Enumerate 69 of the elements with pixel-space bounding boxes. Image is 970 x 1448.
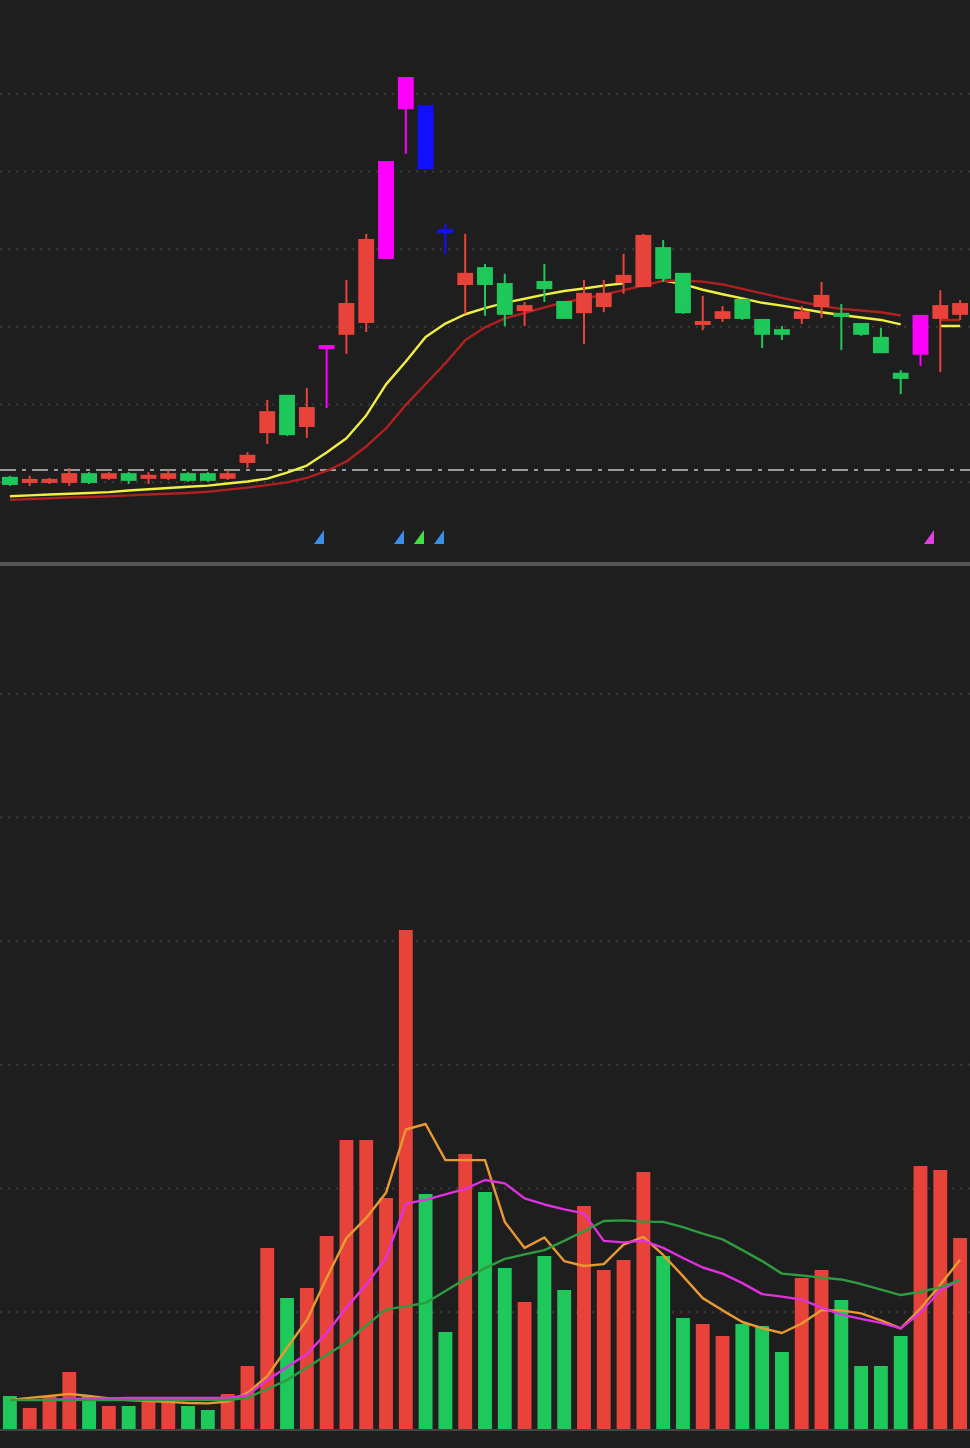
candlestick: [496, 272, 513, 328]
candlestick: [872, 327, 889, 354]
candlestick: [338, 278, 355, 355]
bar: [497, 1268, 512, 1430]
candlestick: [952, 298, 969, 321]
bar: [141, 1402, 156, 1430]
bar: [933, 1170, 948, 1430]
bar: [101, 1406, 116, 1430]
bar: [953, 1238, 968, 1430]
bar: [873, 1366, 888, 1430]
bar: [695, 1324, 710, 1430]
bar: [398, 930, 413, 1430]
bar: [596, 1270, 611, 1430]
bar: [339, 1140, 354, 1430]
bar: [715, 1336, 730, 1430]
candlestick: [734, 298, 751, 321]
bar: [913, 1166, 928, 1430]
candlestick: [892, 369, 909, 396]
candlestick: [833, 303, 850, 352]
bar: [676, 1318, 690, 1430]
bar: [775, 1352, 789, 1430]
bar: [121, 1406, 136, 1430]
bar: [458, 1154, 473, 1430]
bar: [319, 1236, 334, 1430]
bar: [379, 1198, 393, 1430]
bar: [260, 1248, 275, 1430]
bar: [636, 1172, 651, 1430]
bar: [2, 1396, 17, 1430]
candlestick: [437, 223, 454, 255]
candlestick: [318, 345, 335, 410]
bar: [22, 1408, 37, 1430]
bar: [557, 1290, 572, 1430]
bar: [794, 1278, 809, 1430]
candlestick: [536, 263, 553, 303]
candlestick: [932, 289, 949, 374]
candlestick: [675, 272, 691, 315]
bar: [577, 1206, 591, 1430]
bar: [854, 1366, 869, 1430]
bar: [181, 1406, 195, 1430]
candlestick: [655, 238, 672, 283]
candlestick: [813, 281, 830, 319]
candlestick: [397, 77, 414, 155]
candlestick: [457, 232, 474, 315]
bar: [438, 1332, 453, 1430]
candlestick: [298, 387, 315, 439]
bar: [834, 1300, 849, 1430]
candlestick: [912, 314, 929, 368]
bar: [537, 1256, 552, 1430]
bar: [755, 1326, 770, 1430]
bar: [893, 1336, 908, 1430]
candlestick: [279, 394, 295, 437]
bar: [418, 1194, 433, 1430]
bar: [200, 1410, 215, 1430]
candlestick: [516, 300, 533, 328]
bar: [359, 1140, 374, 1430]
candlestick: [694, 294, 711, 332]
candlestick: [595, 278, 612, 314]
bar: [616, 1260, 631, 1430]
bar: [478, 1192, 492, 1430]
candlestick: [576, 278, 592, 346]
bar: [280, 1298, 294, 1430]
candlestick: [259, 398, 276, 445]
candlestick: [754, 318, 771, 350]
bar: [656, 1256, 671, 1430]
bar: [161, 1402, 176, 1430]
bar: [735, 1324, 750, 1430]
bar: [517, 1302, 532, 1430]
candlestick: [477, 263, 493, 317]
bar: [299, 1288, 314, 1430]
